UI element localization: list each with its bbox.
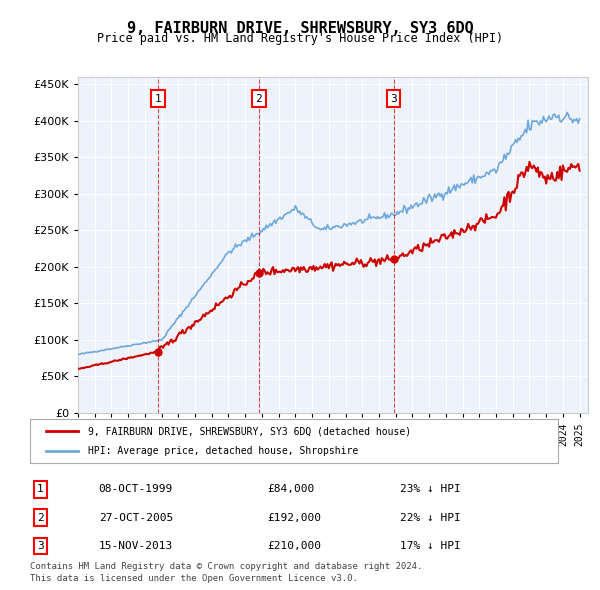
Text: 1: 1 (37, 484, 44, 494)
Text: 17% ↓ HPI: 17% ↓ HPI (400, 541, 460, 551)
Text: Contains HM Land Registry data © Crown copyright and database right 2024.: Contains HM Land Registry data © Crown c… (30, 562, 422, 571)
Text: 2: 2 (256, 94, 262, 104)
Text: 3: 3 (37, 541, 44, 551)
Text: 3: 3 (390, 94, 397, 104)
Text: 08-OCT-1999: 08-OCT-1999 (98, 484, 173, 494)
Text: 15-NOV-2013: 15-NOV-2013 (98, 541, 173, 551)
Text: 1: 1 (155, 94, 161, 104)
Text: £192,000: £192,000 (268, 513, 322, 523)
Text: 22% ↓ HPI: 22% ↓ HPI (400, 513, 460, 523)
Text: 9, FAIRBURN DRIVE, SHREWSBURY, SY3 6DQ (detached house): 9, FAIRBURN DRIVE, SHREWSBURY, SY3 6DQ (… (88, 427, 411, 436)
Text: £210,000: £210,000 (268, 541, 322, 551)
Text: HPI: Average price, detached house, Shropshire: HPI: Average price, detached house, Shro… (88, 446, 358, 455)
Text: 9, FAIRBURN DRIVE, SHREWSBURY, SY3 6DQ: 9, FAIRBURN DRIVE, SHREWSBURY, SY3 6DQ (127, 21, 473, 35)
Text: 27-OCT-2005: 27-OCT-2005 (98, 513, 173, 523)
Text: 2: 2 (37, 513, 44, 523)
Text: 23% ↓ HPI: 23% ↓ HPI (400, 484, 460, 494)
Text: This data is licensed under the Open Government Licence v3.0.: This data is licensed under the Open Gov… (30, 574, 358, 583)
Text: £84,000: £84,000 (268, 484, 315, 494)
Text: Price paid vs. HM Land Registry's House Price Index (HPI): Price paid vs. HM Land Registry's House … (97, 32, 503, 45)
